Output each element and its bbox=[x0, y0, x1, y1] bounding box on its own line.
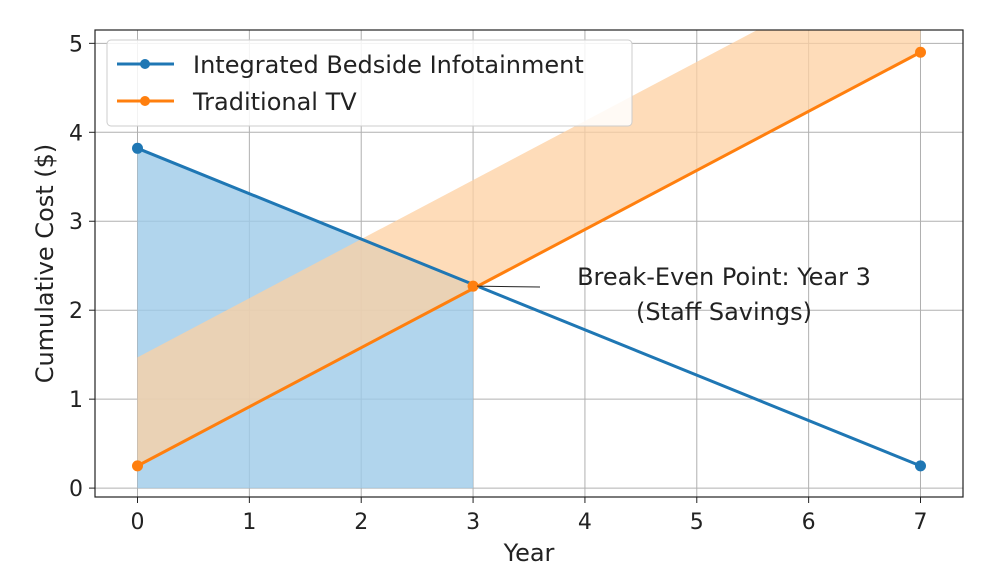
orange-band-fill bbox=[137, 30, 921, 466]
y-tick-label: 5 bbox=[69, 32, 83, 57]
x-tick-label: 2 bbox=[354, 510, 368, 535]
x-tick-label: 7 bbox=[913, 510, 927, 535]
legend-marker-orange bbox=[140, 96, 150, 106]
series-line-0 bbox=[136, 146, 922, 468]
x-axis-label: Year bbox=[503, 539, 555, 562]
annotation-text-line2: (Staff Savings) bbox=[636, 298, 812, 326]
y-tick-label: 0 bbox=[69, 477, 83, 502]
annotation-arrow bbox=[477, 285, 541, 288]
annotation-text-line1: Break-Even Point: Year 3 bbox=[577, 263, 871, 291]
axes-frame bbox=[94, 29, 964, 498]
x-tick-label: 6 bbox=[802, 510, 816, 535]
break-even-point bbox=[467, 280, 479, 292]
y-tick-label: 1 bbox=[69, 388, 83, 413]
y-tick-label: 4 bbox=[69, 121, 83, 146]
legend-label-blue: Integrated Bedside Infotainment bbox=[193, 51, 584, 79]
x-tick-label: 5 bbox=[690, 510, 704, 535]
legend-label-orange: Traditional TV bbox=[192, 88, 357, 116]
y-tick-label: 3 bbox=[69, 210, 83, 235]
series-line-1 bbox=[136, 50, 922, 468]
x-tick-label: 3 bbox=[466, 510, 480, 535]
ticks: 0 1 2 3 4 5 6 7 0 1 2 3 4 5 bbox=[69, 32, 927, 535]
legend: Integrated Bedside Infotainment Traditio… bbox=[106, 39, 633, 127]
data-point bbox=[132, 142, 144, 154]
y-axis-label: Cumulative Cost ($) bbox=[31, 144, 59, 384]
legend-marker-blue bbox=[140, 59, 150, 69]
series-lines bbox=[132, 46, 926, 472]
data-point bbox=[914, 46, 926, 58]
y-tick-label: 2 bbox=[69, 299, 83, 324]
x-tick-label: 4 bbox=[578, 510, 592, 535]
data-point bbox=[132, 460, 144, 472]
data-point bbox=[914, 460, 926, 472]
fills bbox=[137, 30, 921, 489]
x-tick-label: 1 bbox=[242, 510, 256, 535]
annotation: Break-Even Point: Year 3 (Staff Savings) bbox=[477, 263, 871, 326]
x-tick-label: 0 bbox=[131, 510, 145, 535]
